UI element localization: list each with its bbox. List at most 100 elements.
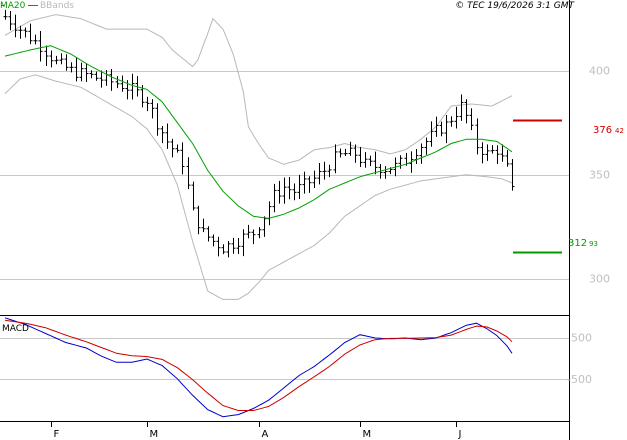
resistance-value-int: 376 [593,125,612,136]
price-bar [109,68,114,91]
bband-lower-line [4,74,513,300]
price-bar [216,236,221,257]
price-bar [348,141,353,156]
moving-average-line [4,45,513,219]
price-bar [155,103,160,136]
price-bar [89,70,94,79]
price-bar [490,145,495,154]
ma20-line [4,45,513,219]
price-bar [120,75,125,92]
price-tick-label: 350 [589,169,610,182]
price-bar [338,148,343,158]
price-bar [312,170,317,189]
price-bar [104,69,109,86]
price-bar [500,144,505,162]
price-bar [343,148,348,157]
price-bar [262,216,267,237]
price-bar [175,144,180,153]
price-bar [277,180,282,204]
copyright-text: © TEC 19/6/2026 3:1 GMT [455,1,575,11]
price-bar [292,183,297,201]
price-bar [160,126,165,144]
price-bar [449,116,454,127]
price-bar [454,106,459,129]
price-bar [196,205,201,235]
price-bar [322,161,327,180]
price-bar [246,224,251,239]
price-bar [191,181,196,211]
price-bar [211,234,216,247]
price-bar [84,63,89,82]
price-bar [317,162,322,185]
price-bar [23,27,28,38]
price-bar [130,73,135,100]
price-bar [272,183,277,213]
price-bar [444,115,449,144]
price-bar [358,147,363,168]
price-bar [414,149,419,164]
price-bar [3,9,8,20]
price-bar [424,137,429,155]
macd-tick-label: -500 [567,373,592,386]
bollinger-bands [4,14,513,300]
price-bar [99,70,104,88]
price-bar [368,155,373,167]
price-bar [383,166,388,179]
price-bar [439,121,444,137]
price-bar [495,145,500,164]
signal-line [4,319,513,411]
price-bar [28,23,33,45]
price-bar [115,76,120,89]
price-bar [485,144,490,161]
price-bar [267,201,272,226]
support-value-int: 312 [568,238,587,249]
price-bar [464,99,469,124]
chart-borders [0,0,570,440]
price-bar [231,237,236,254]
resistance-level-label: 376 42 [593,125,624,136]
chart-legend: MA20 BBands [0,1,74,11]
price-bar [363,152,368,168]
price-bar [54,55,59,65]
price-bar [251,229,256,245]
price-bar [201,218,206,233]
price-bar [64,54,69,71]
price-bar [74,57,79,82]
price-bars [3,9,515,258]
price-grid [0,71,569,280]
macd-lines [4,317,513,418]
price-bar [302,171,307,194]
price-bar [469,108,474,131]
bband-upper-line [4,14,513,165]
price-bar [398,155,403,169]
x-tick-label: J [458,429,462,440]
price-bar [13,14,18,38]
price-bar [429,121,434,147]
price-bar [333,144,338,174]
price-levels [513,119,562,254]
price-bar [373,151,378,175]
x-tick-label: F [54,429,60,440]
price-bar [59,53,64,65]
support-value-dec: 93 [589,240,598,248]
macd-tick-label: 500 [571,332,592,345]
x-tick-label: M [150,429,159,440]
price-bar [79,62,84,82]
price-bar [475,118,480,155]
price-bar [287,177,292,200]
price-bar [282,177,287,204]
price-y-axis: 400 350 300 [589,65,610,286]
macd-y-axis: 500 -500 [567,332,592,386]
ma-legend-label: MA20 [0,1,26,11]
price-bar [165,123,170,149]
price-bar [327,164,332,178]
support-level-label: 312 93 [568,238,598,249]
price-bar [49,50,54,68]
price-bar [170,138,175,158]
price-bar [236,237,241,255]
price-bar [459,94,464,121]
price-tick-label: 400 [589,65,610,78]
price-bar [180,142,185,175]
